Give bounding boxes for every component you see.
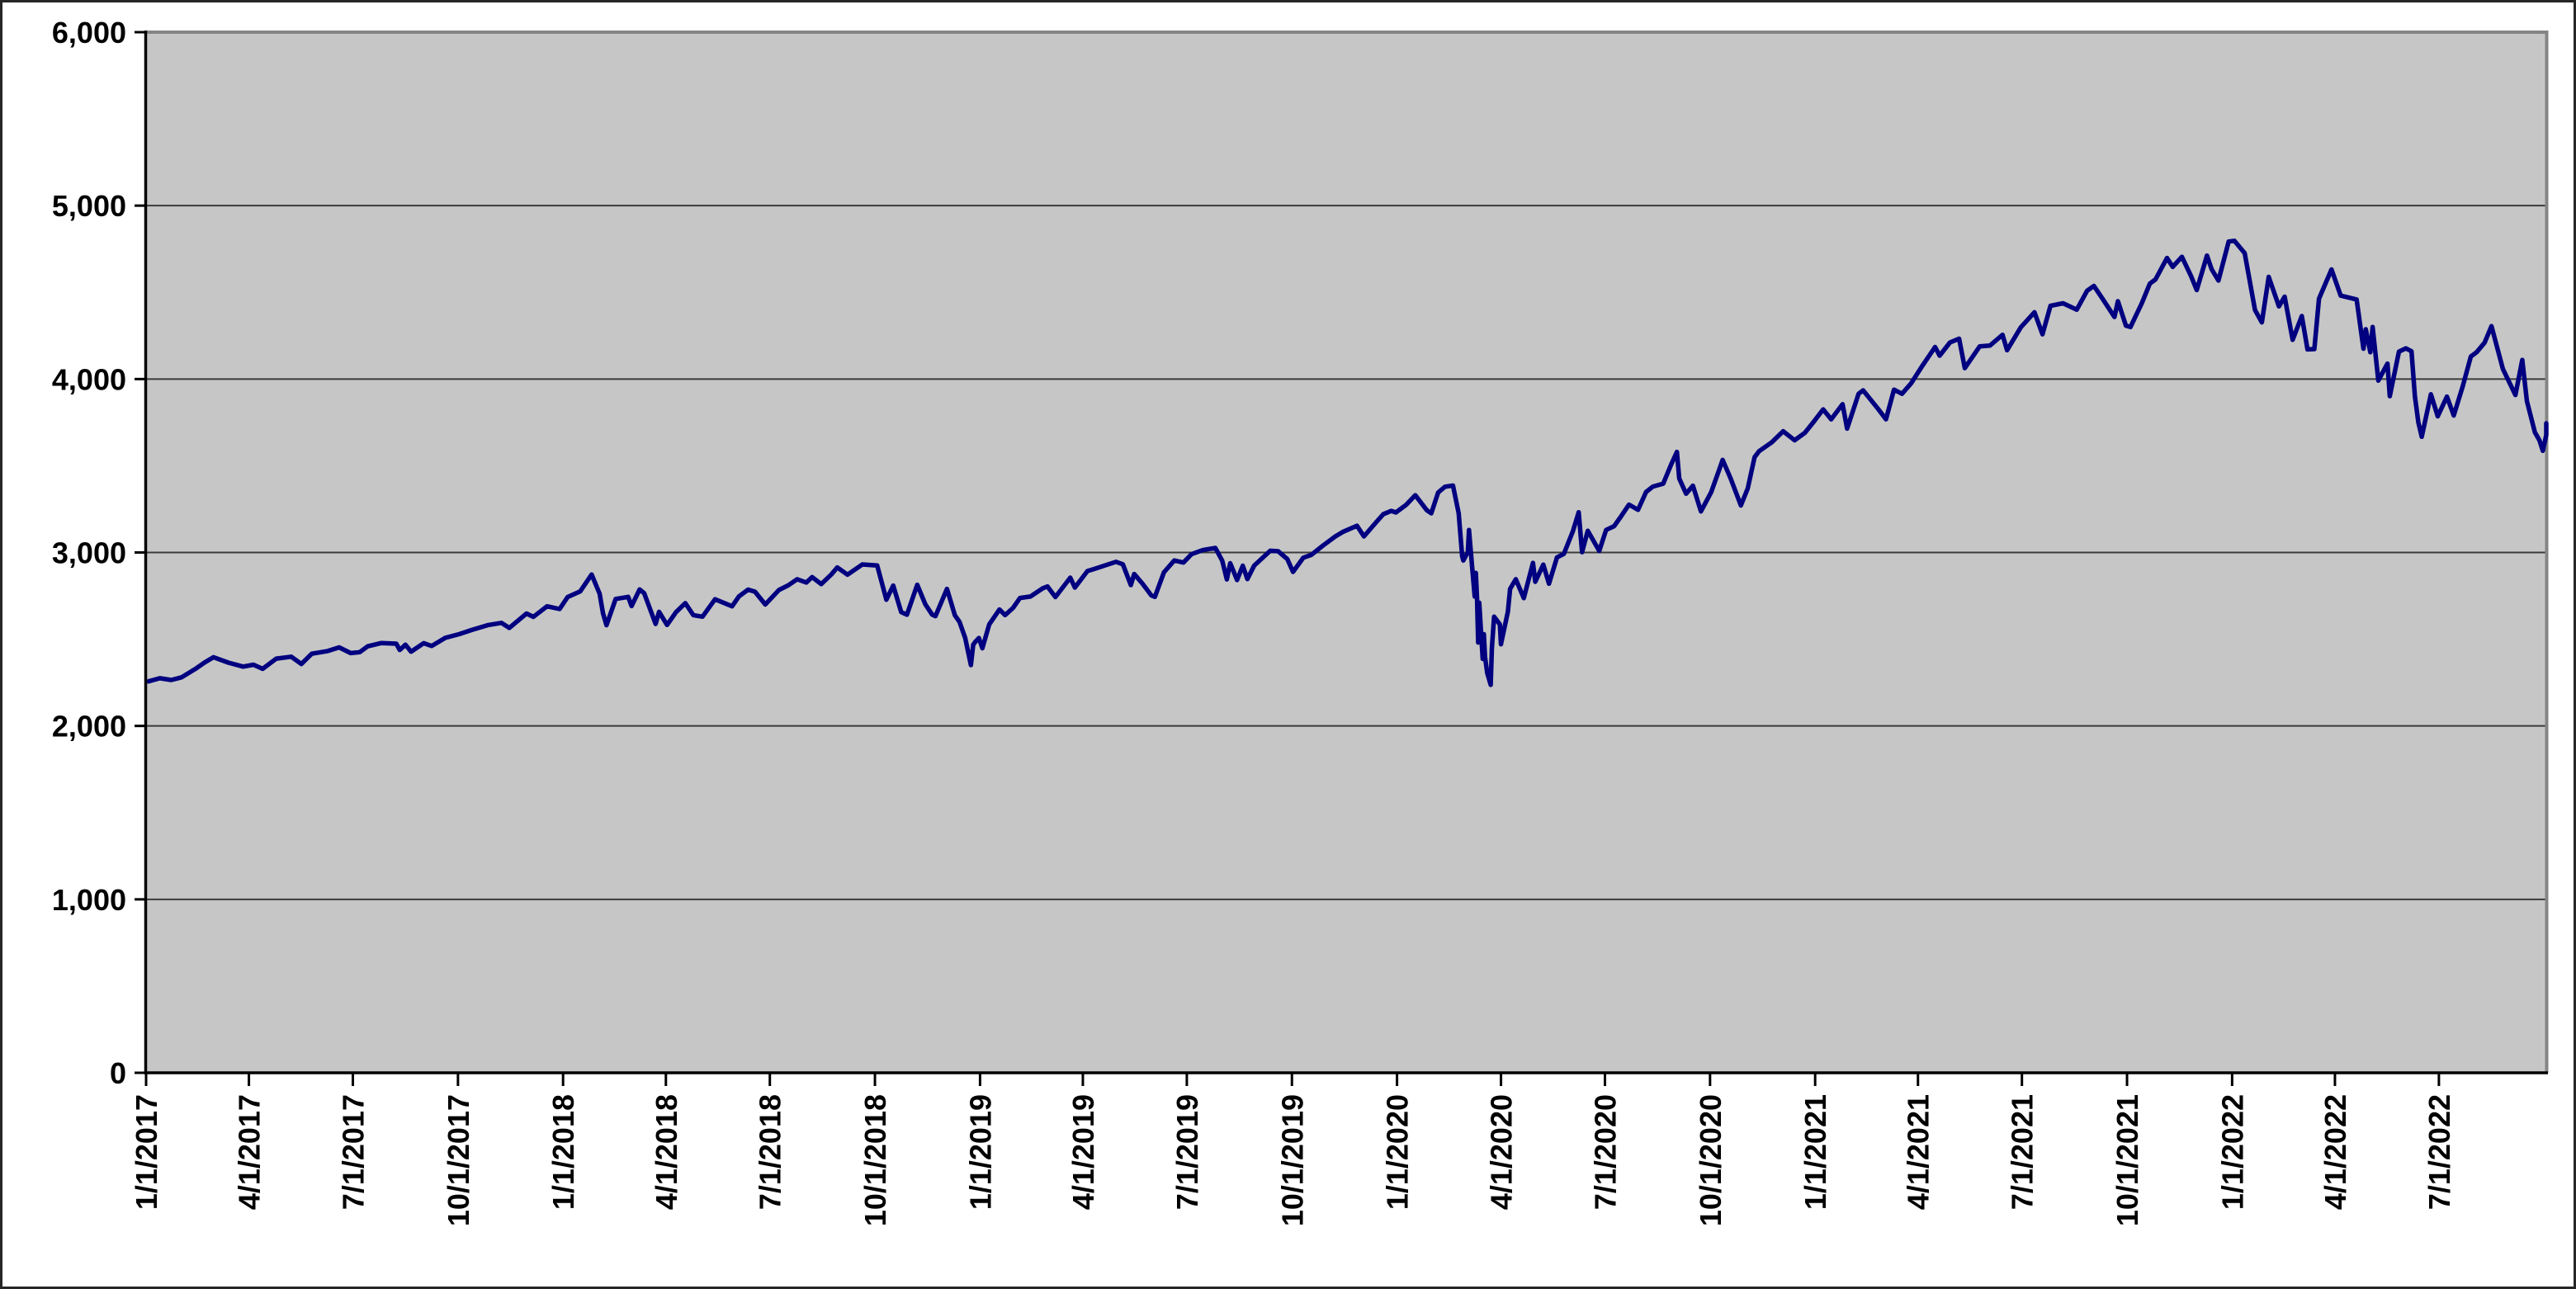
x-tick-label: 4/1/2020 [1485, 1094, 1519, 1210]
gridlines [147, 205, 2545, 900]
y-tick-label: 4,000 [52, 362, 126, 396]
x-tick-label: 7/1/2018 [754, 1094, 787, 1210]
y-tick-label: 1,000 [52, 883, 126, 917]
x-tick-label: 4/1/2022 [2318, 1094, 2352, 1210]
x-tick-label: 10/1/2019 [1275, 1094, 1309, 1226]
price-line-series [146, 238, 2549, 687]
y-axis: 0 1,000 2,000 3,000 4,000 5,000 6,000 [52, 16, 148, 1090]
x-tick-label: 7/1/2017 [337, 1094, 371, 1210]
y-tick-label: 6,000 [52, 16, 126, 50]
x-tick-label: 1/1/2022 [2215, 1094, 2249, 1210]
x-tick-label: 7/1/2020 [1588, 1094, 1622, 1210]
x-tick-label: 4/1/2019 [1066, 1094, 1100, 1210]
x-tick-label: 1/1/2019 [963, 1094, 997, 1210]
x-tick-label: 10/1/2017 [442, 1094, 475, 1226]
x-tick-label: 1/1/2020 [1381, 1094, 1415, 1210]
x-tick-label: 4/1/2021 [1902, 1094, 1936, 1210]
x-tick-label: 4/1/2017 [233, 1094, 267, 1210]
x-tick-label: 4/1/2018 [650, 1094, 683, 1210]
y-tick-label: 2,000 [52, 710, 126, 744]
x-tick-label: 10/1/2020 [1694, 1094, 1728, 1226]
x-tick-label: 7/1/2021 [2006, 1094, 2040, 1210]
y-tick-label: 3,000 [52, 536, 126, 570]
x-tick-label: 7/1/2019 [1170, 1094, 1204, 1210]
x-tick-label: 10/1/2021 [2110, 1094, 2144, 1226]
x-tick-label: 7/1/2022 [2422, 1094, 2456, 1210]
x-tick-label: 10/1/2018 [858, 1094, 892, 1226]
x-axis: 1/1/2017 4/1/2017 7/1/2017 10/1/2017 1/1/201… [130, 1071, 2548, 1226]
y-tick-label: 5,000 [52, 189, 126, 223]
x-tick-label: 1/1/2018 [546, 1094, 580, 1210]
x-tick-label: 1/1/2017 [130, 1094, 163, 1210]
y-tick-label: 0 [110, 1056, 126, 1090]
plot-area-border [146, 31, 2549, 1073]
x-tick-label: 1/1/2021 [1798, 1094, 1832, 1210]
